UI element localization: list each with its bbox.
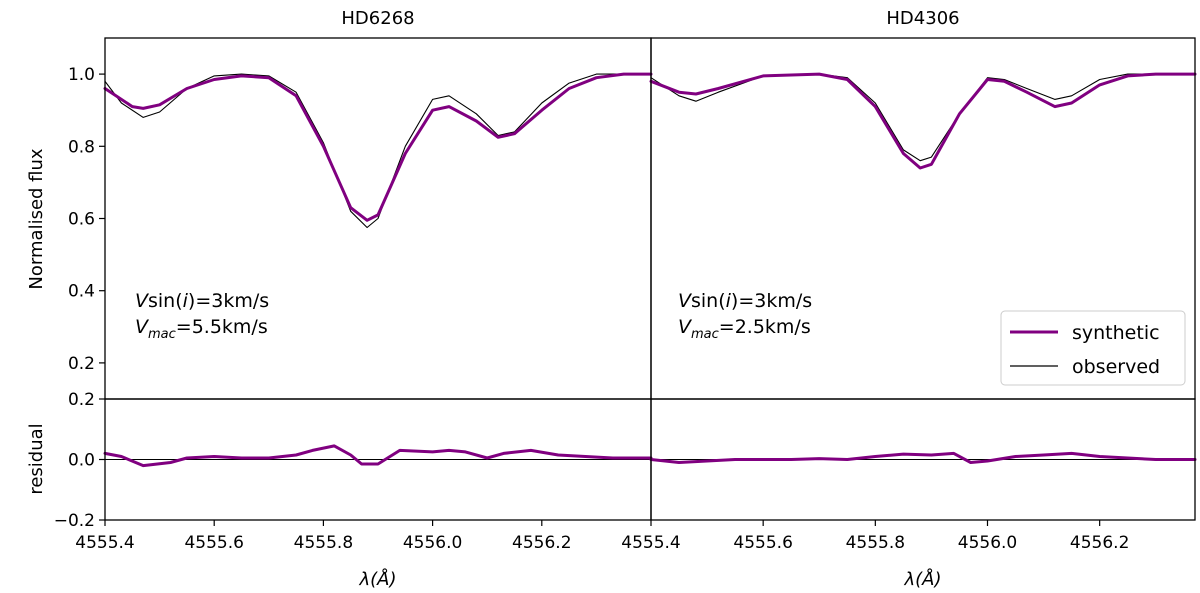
y-tick-label-bottom-left: 0.0 (68, 451, 95, 471)
annotation-right-vmac-value: 2.5km/s (735, 316, 811, 338)
legend-label-observed: observed (1072, 356, 1160, 378)
x-tick-label-bottom-left: 4556.2 (512, 533, 571, 553)
annotation-right-vmac: Vmac=2.5km/s (678, 316, 811, 342)
annotation-left: Vsin(i)=3km/s Vmac=5.5km/s (135, 290, 269, 342)
x-tick-label-bottom-left: 4555.4 (75, 533, 134, 553)
series-line-observed-top-right (650, 73, 1196, 162)
y-tick-label-top-left: 0.8 (68, 137, 95, 157)
annotation-left-vsini: Vsin(i)=3km/s (135, 290, 269, 312)
panel-title-right: HD4306 (886, 8, 959, 29)
x-tick-label-bottom-left: 4555.8 (294, 533, 353, 553)
series-line-observed-top-left (104, 73, 652, 229)
panel-title-left: HD6268 (341, 8, 414, 29)
annotation-right: Vsin(i)=3km/s Vmac=2.5km/s (678, 290, 812, 342)
y-tick-label-bottom-left: 0.2 (68, 390, 95, 410)
y-tick-label-bottom-left: −0.2 (54, 511, 95, 531)
annotation-left-vmac-value: 5.5km/s (192, 316, 268, 338)
y-axis-label-top: Normalised flux (26, 148, 47, 289)
x-tick-label-bottom-right: 4556.2 (1070, 533, 1129, 553)
y-tick-label-top-left: 0.2 (68, 354, 95, 374)
annotation-right-vsini-value: 3km/s (754, 290, 812, 312)
x-tick-label-bottom-left: 4556.0 (403, 533, 462, 553)
legend: synthetic observed (1000, 310, 1186, 386)
axes-frame-bottom-right (650, 398, 1196, 521)
y-tick-label-top-left: 0.4 (68, 282, 95, 302)
series-line-residual-bottom-left (103, 444, 653, 468)
x-tick-label-bottom-right: 4555.4 (621, 533, 680, 553)
series-line-synthetic-top-left (103, 72, 653, 222)
annotation-right-vsini: Vsin(i)=3km/s (678, 290, 812, 312)
y-tick-label-top-left: 1.0 (68, 65, 95, 85)
y-axis-label-bottom: residual (26, 423, 47, 494)
annotation-left-vmac: Vmac=5.5km/s (135, 316, 268, 342)
series-line-synthetic-top-right (649, 72, 1197, 170)
annotation-left-vsini-value: 3km/s (211, 290, 269, 312)
y-tick-label-top-left: 0.6 (68, 210, 95, 230)
x-tick-label-bottom-right: 4555.6 (733, 533, 792, 553)
x-tick-label-bottom-right: 4555.8 (846, 533, 905, 553)
series-line-residual-bottom-right (649, 451, 1197, 464)
x-axis-label-right: λ(Å) (903, 568, 941, 590)
x-axis-label-left: λ(Å) (358, 568, 396, 590)
legend-label-synthetic: synthetic (1072, 322, 1160, 344)
x-tick-label-bottom-right: 4556.0 (958, 533, 1017, 553)
x-tick-label-bottom-left: 4555.6 (184, 533, 243, 553)
